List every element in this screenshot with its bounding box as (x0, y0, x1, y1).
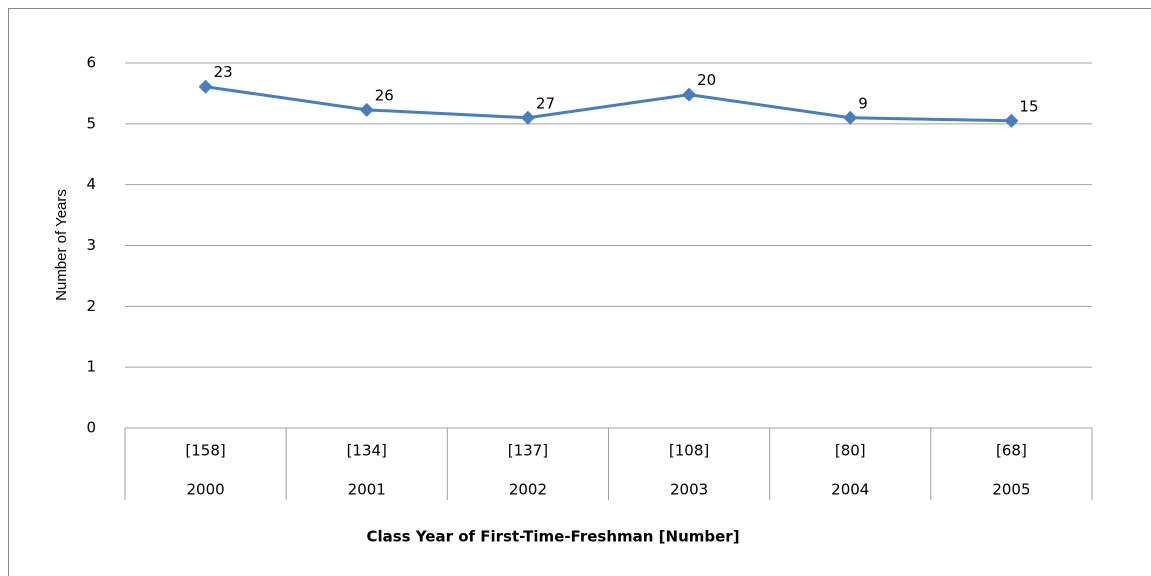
line (205, 85, 1012, 123)
y-tick-label: 0 (86, 419, 96, 437)
y-tick-label: 5 (86, 114, 96, 132)
category-count: [158] (185, 442, 225, 460)
category-count: [134] (347, 442, 387, 460)
x-tick-label: 2001 (348, 481, 386, 499)
category-count: [137] (508, 442, 548, 460)
y-tick-label: 3 (86, 236, 96, 254)
point-label: 15 (1019, 97, 1038, 115)
point-label: 20 (697, 71, 716, 89)
y-tick-label: 4 (86, 175, 96, 193)
x-tick-label: 2000 (186, 481, 224, 499)
marker (198, 79, 213, 94)
x-tick-label: 2002 (509, 481, 547, 499)
marker (520, 110, 535, 125)
point-label: 23 (214, 63, 233, 81)
category-count: [68] (996, 442, 1027, 460)
y-tick-label: 6 (86, 54, 96, 72)
y-tick-label: 1 (86, 358, 96, 376)
marker (1004, 113, 1019, 128)
marker (359, 102, 374, 117)
x-tick-label: 2004 (831, 481, 869, 499)
marker (843, 110, 858, 125)
point-label: 26 (375, 86, 394, 104)
point-label: 9 (858, 94, 868, 112)
marker (682, 87, 697, 102)
y-tick-label: 2 (86, 297, 96, 315)
category-count: [108] (669, 442, 709, 460)
x-axis-title: Class Year of First-Time-Freshman [Numbe… (366, 528, 739, 546)
x-tick-label: 2003 (670, 481, 708, 499)
y-axis-title: Number of Years (53, 189, 70, 301)
x-tick-label: 2005 (992, 481, 1030, 499)
point-label: 27 (536, 94, 555, 112)
category-count: [80] (835, 442, 866, 460)
